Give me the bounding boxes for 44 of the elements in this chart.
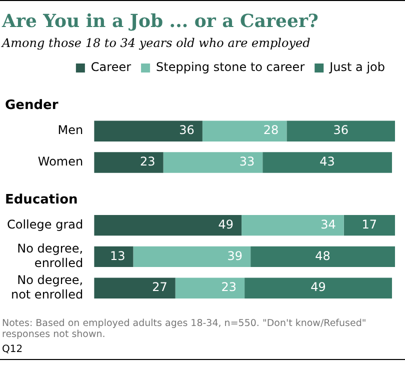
y-tick-label: College grad: [7, 217, 84, 232]
data-label: 23: [140, 154, 156, 169]
text: Q12: [2, 344, 24, 355]
text: Notes: Based on employed adults ages 18-34, n=550. "Don't know/Refused" responses not shown.: [2, 318, 368, 340]
data-label: 49: [310, 280, 326, 294]
bar: [94, 278, 176, 298]
data-label: 43: [320, 154, 335, 169]
bar: [94, 246, 134, 268]
bar: [94, 152, 164, 173]
data-label: 39: [227, 248, 243, 263]
y-tick-label: No degree, not enrolled: [10, 273, 84, 302]
bar: [94, 120, 202, 142]
text: Education: [5, 192, 78, 208]
data-label: 36: [333, 123, 348, 138]
bar: [175, 278, 245, 298]
y-tick-label: Women: [38, 154, 84, 169]
chart-title: Are You in a Job ... or a Career?: [2, 11, 320, 32]
bar: [242, 214, 344, 236]
data-label: 34: [320, 217, 336, 232]
data-label: 13: [110, 248, 126, 263]
bar: [202, 120, 287, 142]
data-label: 49: [218, 217, 234, 232]
data-label: 48: [315, 248, 330, 263]
y-tick-label: Men: [58, 123, 84, 138]
legend-label: Stepping stone to career: [156, 60, 305, 74]
bar: [133, 246, 251, 268]
data-label: 33: [239, 154, 255, 169]
text: Gender: [5, 98, 59, 114]
legend-label: Just a job: [328, 60, 386, 74]
chart-subtitle: Among those 18 to 34 years old who are employed: [2, 36, 312, 50]
legend-label: Career: [90, 60, 132, 74]
bar: [286, 120, 395, 142]
data-label: 17: [362, 217, 378, 232]
data-label: 23: [221, 280, 237, 294]
bar: [163, 152, 263, 173]
bar: [344, 214, 395, 236]
y-tick-label: No degree, enrolled: [17, 242, 84, 270]
bar: [250, 246, 395, 268]
bar: [244, 278, 392, 298]
bar: [94, 214, 242, 236]
data-label: 28: [263, 123, 279, 138]
bar: [262, 152, 392, 173]
data-label: 36: [179, 123, 194, 138]
data-label: 27: [152, 280, 168, 294]
